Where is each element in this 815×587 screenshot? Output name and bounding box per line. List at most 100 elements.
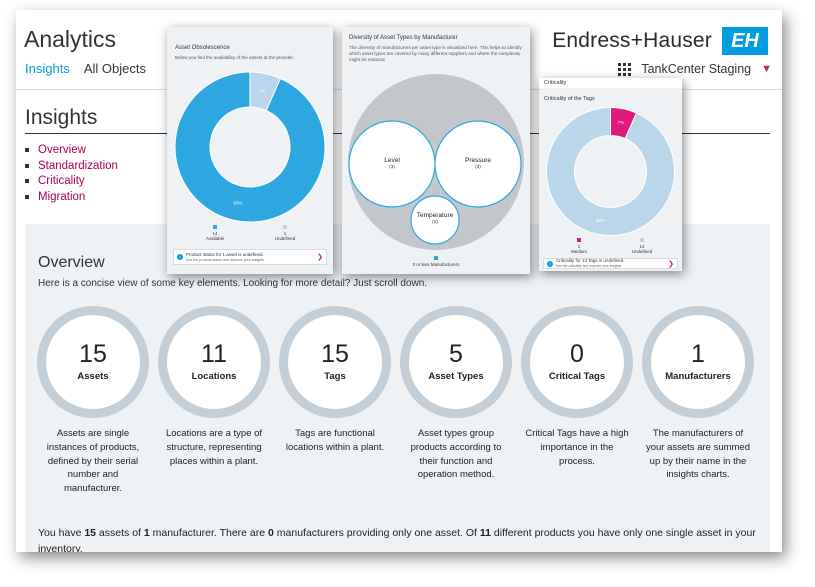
kpi-label: Tags	[324, 371, 346, 382]
app-title: Analytics	[24, 26, 117, 52]
kpi-value: 0	[570, 340, 584, 368]
card-window-title: Criticality	[544, 80, 567, 86]
kpi-description: Asset types group products according to …	[410, 428, 502, 481]
tab-insights[interactable]: Insights	[25, 61, 70, 76]
kpi-value: 15	[79, 340, 107, 368]
kpi-description: The manufacturers of your assets are sum…	[645, 428, 750, 481]
bubble-count: (3)	[475, 164, 481, 169]
bubble-label-temperature: Temperature (1)	[410, 212, 460, 224]
kpi-label: Assets	[77, 371, 109, 382]
brand-logo: EH	[722, 27, 768, 55]
chevron-right-icon[interactable]: ❯	[668, 260, 674, 268]
app-name[interactable]: TankCenter Staging	[641, 62, 752, 76]
legend-label: 3 or less Manufacturers	[412, 262, 460, 267]
legend-swatch	[434, 256, 438, 260]
criticality-donut-chart: 7% 93%	[546, 106, 675, 236]
app-switcher[interactable]: TankCenter Staging ▼	[618, 62, 772, 76]
kpi-critical-tags: 0 Critical Tags Critical Tags have a hig…	[521, 306, 633, 468]
bubble-count: (1)	[432, 219, 438, 224]
toc-link-overview[interactable]: Overview	[25, 144, 118, 156]
obsolescence-notice[interactable]: i Product status for 1 asset is undefine…	[173, 249, 327, 265]
slice-data-label: 7%	[618, 120, 625, 125]
summary-manufacturer-count: 1	[143, 527, 150, 539]
bubble-name: Pressure	[464, 157, 491, 164]
legend-value: 14	[212, 231, 218, 236]
summary-product-count: 11	[479, 527, 491, 539]
kpi-description: Assets are single instances of products,…	[46, 428, 140, 495]
kpi-ring: 1 Manufacturers	[642, 306, 754, 418]
info-icon: i	[547, 260, 553, 267]
notice-text: Product status for 1 asset is undefined.	[186, 251, 264, 257]
bubble-chart	[348, 74, 524, 250]
kpi-label: Locations	[191, 371, 237, 382]
kpi-value: 15	[321, 340, 349, 368]
legend-swatch	[577, 238, 581, 242]
summary-text: assets of	[96, 527, 144, 539]
legend-swatch	[283, 225, 287, 229]
card-subtitle: Below you find the availability of the a…	[175, 55, 294, 60]
brand: Endress+Hauser EH	[552, 27, 768, 55]
legend-undefined: 14 Undefined	[627, 238, 657, 254]
kpi-value: 1	[691, 340, 705, 368]
legend-available: 14 Available	[200, 225, 230, 241]
chevron-down-icon[interactable]: ▼	[761, 63, 772, 75]
kpi-ring: 0 Critical Tags	[521, 306, 633, 418]
summary-single-count: 0	[268, 527, 274, 539]
kpi-asset-types: 5 Asset Types Asset types group products…	[400, 306, 512, 482]
card-title: Asset Obsolescence	[175, 45, 230, 51]
bubble-temperature[interactable]	[410, 195, 460, 245]
card-description: The diversity of manufacturers per asset…	[349, 45, 522, 63]
page-title: Insights	[25, 106, 98, 129]
criticality-card: Criticality Criticality of the Tags 7% 93…	[539, 78, 682, 271]
kpi-locations: 11 Locations Locations are a type of str…	[158, 306, 270, 468]
toc-link-standardization[interactable]: Standardization	[25, 160, 118, 172]
card-title: Diversity of Asset Types by Manufacturer	[349, 35, 458, 41]
asset-obsolescence-card: Asset Obsolescence Below you find the av…	[167, 27, 333, 274]
notice-text: Criticality for 14 Tags is undefined.	[556, 257, 625, 263]
bubble-name: Temperature	[416, 212, 454, 219]
table-of-contents: Overview Standardization Criticality Mig…	[25, 144, 118, 206]
toc-link-migration[interactable]: Migration	[25, 191, 118, 203]
notice-subtext: See the product status and improve your …	[186, 258, 265, 262]
overview-summary: You have 15 assets of 1 manufacturer. Th…	[38, 526, 763, 552]
slice-undefined[interactable]	[546, 106, 675, 236]
diversity-card: Diversity of Asset Types by Manufacturer…	[342, 27, 530, 274]
bubble-label-pressure: Pressure (3)	[458, 157, 498, 169]
kpi-ring: 11 Locations	[158, 306, 270, 418]
kpi-description: Tags are functional locations within a p…	[285, 428, 385, 453]
slice-available[interactable]	[174, 71, 326, 223]
kpi-label: Critical Tags	[548, 371, 606, 382]
app-grid-icon[interactable]	[618, 62, 632, 76]
kpi-value: 11	[201, 340, 227, 368]
summary-text: manufacturers providing only one asset. …	[273, 527, 480, 539]
nav-tabs: Insights All Objects	[25, 61, 146, 76]
kpi-ring: 5 Asset Types	[400, 306, 512, 418]
legend-label: Undefined	[631, 249, 653, 254]
summary-text: You have	[38, 527, 85, 539]
kpi-label: Asset Types	[428, 371, 484, 382]
kpi-label: Manufacturers	[665, 371, 731, 382]
legend-medium: 1 Medium	[564, 238, 594, 254]
kpi-description: Locations are a type of structure, repre…	[165, 428, 263, 467]
criticality-notice[interactable]: i Criticality for 14 Tags is undefined. S…	[543, 258, 678, 269]
kpi-ring: 15 Tags	[279, 306, 391, 418]
kpi-assets: 15 Assets Assets are single instances of…	[37, 306, 149, 496]
tab-all-objects[interactable]: All Objects	[83, 61, 146, 76]
legend-label: Available	[205, 236, 225, 241]
summary-text: manufacturer. There are	[149, 527, 269, 539]
legend-value: 1	[577, 244, 581, 249]
legend-undefined: 1 Undefined	[270, 225, 300, 241]
kpi-manufacturers: 1 Manufacturers The manufacturers of you…	[642, 306, 754, 482]
legend-label: Medium	[570, 249, 587, 254]
slice-data-label: 93%	[596, 218, 605, 223]
bubble-pressure[interactable]	[434, 120, 522, 208]
bubble-label-level: Level (3)	[372, 157, 412, 169]
obsolescence-donut-chart: 7% 93%	[174, 71, 326, 223]
legend-value: 1	[283, 231, 287, 236]
kpi-description: Critical Tags have a high importance in …	[525, 428, 629, 467]
chevron-right-icon[interactable]: ❯	[317, 254, 323, 261]
kpi-ring: 15 Assets	[37, 306, 149, 418]
summary-asset-count: 15	[84, 527, 97, 539]
bubble-count: (3)	[389, 164, 395, 169]
toc-link-criticality[interactable]: Criticality	[25, 175, 118, 187]
